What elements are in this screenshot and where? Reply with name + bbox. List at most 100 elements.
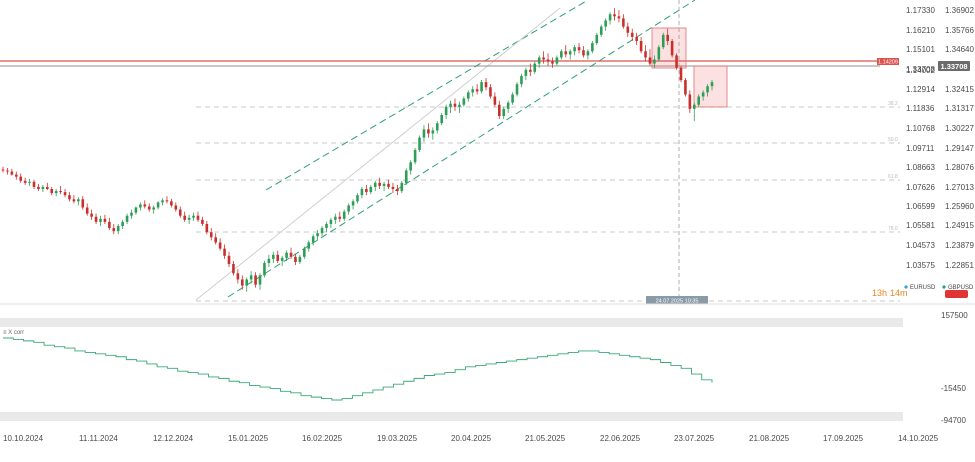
x-tick-label: 21.05.2025: [525, 434, 566, 443]
candle-body: [369, 186, 373, 193]
x-tick-label: 21.08.2025: [749, 434, 790, 443]
candle-body: [524, 69, 528, 76]
candle-body: [489, 87, 492, 97]
y-axis-secondary: 1.36902 1.35766 1.34640 1.32415 1.31317 1.302…: [945, 6, 974, 270]
candle-body: [453, 103, 457, 107]
y-tick-label-primary: 1.17330: [906, 6, 935, 15]
candle-body: [41, 186, 45, 189]
candle-body: [546, 59, 550, 62]
current-price-badge: 1.33708: [940, 62, 967, 71]
candle-body: [511, 94, 514, 103]
candle-body: [72, 199, 76, 202]
candle-body: [440, 115, 443, 124]
candle-body: [201, 219, 204, 224]
candle-body: [648, 57, 652, 64]
candle-body: [435, 123, 439, 131]
candle-body: [684, 80, 687, 95]
candle-body: [586, 51, 590, 56]
candle-body: [360, 189, 364, 196]
candle-body: [400, 182, 404, 192]
candle-body: [68, 195, 71, 200]
candle-body: [223, 248, 226, 256]
candle-body: [427, 129, 430, 134]
candle-body: [661, 34, 665, 48]
fib-level-label: 38.2: [888, 101, 898, 107]
fib-levels: 38.2 50.0 61.8 78.6: [196, 101, 900, 302]
candle-body: [373, 182, 377, 187]
y-tick-label-secondary: 1.29147: [945, 144, 974, 153]
candle-body: [626, 26, 630, 33]
x-tick-label: 12.12.2024: [153, 434, 194, 443]
candle-body: [555, 57, 559, 64]
candle-body: [152, 207, 155, 210]
horizontal-lines: [0, 60, 880, 67]
candle-body: [63, 192, 67, 196]
y-tick-label-primary: 1.05581: [906, 221, 935, 230]
candle-body: [103, 218, 107, 222]
y-tick-label-primary: 1.15101: [906, 45, 935, 54]
candle-body: [254, 275, 257, 285]
indicator-tick-label: 157500: [941, 311, 968, 320]
candle-body: [644, 51, 647, 58]
candle-body: [245, 279, 249, 286]
legend-label: GBPUSD: [948, 285, 974, 291]
candle-body: [591, 43, 594, 52]
candle-body: [116, 226, 120, 232]
candle-body: [23, 180, 27, 183]
indicator-panel: ≡ X corr 157500 -15450 -94700: [0, 311, 968, 425]
candlestick-series: [1, 8, 714, 292]
candle-body: [170, 201, 173, 206]
candle-body: [351, 201, 355, 206]
candle-body: [382, 183, 386, 186]
candle-body: [498, 104, 501, 117]
channel-lower: [227, 0, 696, 298]
candle-body: [608, 14, 612, 21]
y-tick-label-secondary: 1.25960: [945, 202, 974, 211]
candle-body: [320, 228, 324, 234]
candle-body: [582, 50, 585, 56]
candle-body: [551, 61, 554, 64]
candle-body: [560, 51, 563, 58]
hline-label-box: [877, 58, 899, 65]
candle-body: [178, 209, 182, 216]
candle-body: [46, 186, 49, 189]
y-tick-label-secondary: 1.27013: [945, 183, 974, 192]
candle-body: [697, 96, 701, 105]
highlight-boxes: [651, 27, 728, 108]
candle-body: [187, 217, 191, 220]
candle-body: [267, 258, 271, 263]
y-tick-label-secondary: 1.28076: [945, 163, 974, 172]
candle-body: [28, 181, 31, 183]
candle-body: [710, 82, 714, 87]
candle-body: [604, 20, 607, 27]
candle-body: [6, 170, 9, 172]
fib-level-label: 61.8: [888, 174, 898, 180]
candle-body: [484, 82, 488, 88]
candle-body: [542, 57, 545, 60]
candle-body: [19, 176, 23, 181]
candle-body: [81, 199, 85, 208]
y-tick-label-primary: 1.08663: [906, 163, 935, 172]
candle-body: [502, 108, 506, 117]
candle-body: [356, 195, 359, 202]
candle-body: [342, 211, 346, 219]
x-tick-label: 22.06.2025: [600, 434, 641, 443]
candle-body: [471, 89, 475, 93]
candle-body: [622, 18, 625, 27]
candle-body: [59, 191, 62, 193]
y-tick-label-primary: 1.07626: [906, 183, 935, 192]
x-tick-label: 11.11.2024: [79, 434, 118, 443]
x-tick-label: 23.07.2025: [674, 434, 715, 443]
candle-body: [209, 232, 213, 238]
price-labels[interactable]: 1.14209 1.33708 1.33708 13h 14m: [872, 58, 970, 298]
candle-body: [232, 264, 235, 274]
y-tick-label-secondary: 1.24915: [945, 221, 974, 230]
y-tick-label-primary: 1.14002: [906, 66, 935, 75]
x-tick-label: 14.10.2025: [898, 434, 939, 443]
candle-body: [192, 215, 195, 218]
candle-body: [409, 162, 412, 171]
indicator-band-top: [0, 318, 903, 327]
candle-body: [303, 248, 306, 257]
candle-body: [577, 47, 581, 51]
